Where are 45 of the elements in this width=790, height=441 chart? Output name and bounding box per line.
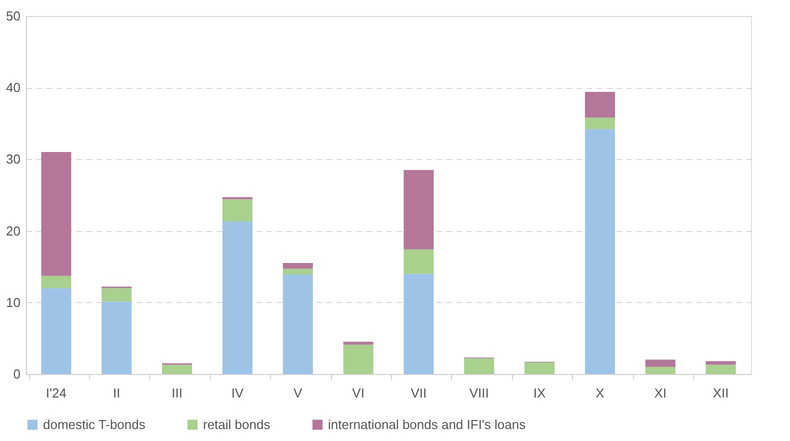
x-tick-label: V (294, 386, 303, 400)
x-tick-label: II (113, 386, 120, 400)
legend-label: international bonds and IFI's loans (328, 416, 526, 432)
x-tick-label: X (596, 386, 605, 400)
bar (41, 152, 72, 276)
bar (404, 274, 434, 374)
y-tick-label: 20 (6, 223, 20, 238)
bar (706, 361, 736, 365)
bar (102, 302, 132, 374)
bar (162, 364, 192, 374)
x-tick-label: VIII (469, 386, 489, 400)
bar (282, 274, 313, 374)
bar (343, 344, 374, 374)
x-tick-label: VII (410, 386, 427, 400)
x-tick-label: I'24 (46, 386, 66, 400)
bar (404, 170, 434, 250)
y-tick-label: 0 (13, 366, 20, 382)
legend-label: retail bonds (203, 416, 271, 432)
bar (645, 366, 676, 374)
bar (584, 129, 615, 374)
bar (706, 364, 736, 374)
legend-label: domestic T-bonds (43, 416, 146, 432)
x-tick-label: IV (231, 386, 244, 400)
bar (222, 221, 252, 374)
bar (282, 263, 313, 269)
x-tick-label: XI (654, 386, 667, 400)
bar (41, 276, 72, 288)
bar (464, 358, 494, 374)
bar (282, 268, 313, 274)
bar (584, 118, 615, 130)
y-tick-label: 10 (6, 294, 20, 310)
x-tick-label: III (172, 386, 182, 400)
x-tick-label: IX (533, 386, 546, 400)
y-tick-label: 40 (6, 80, 20, 96)
bar (645, 360, 676, 367)
bar (584, 92, 615, 118)
x-tick-label: XII (712, 386, 729, 400)
y-tick-label: 30 (6, 152, 20, 167)
bar (102, 288, 132, 302)
x-tick-label: VI (352, 386, 364, 400)
y-tick-label: 50 (6, 8, 20, 24)
bar (404, 249, 434, 274)
bar (41, 288, 72, 374)
bar (222, 199, 252, 222)
bar (524, 362, 555, 374)
